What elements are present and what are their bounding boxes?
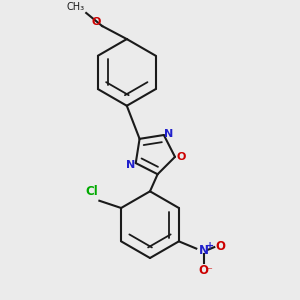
Text: N: N	[164, 129, 174, 139]
Text: +: +	[206, 241, 214, 251]
Text: O: O	[199, 264, 208, 278]
Text: N: N	[199, 244, 208, 256]
Text: CH₃: CH₃	[67, 2, 85, 12]
Text: ⁻: ⁻	[206, 266, 212, 276]
Text: Cl: Cl	[85, 185, 98, 198]
Text: O: O	[177, 152, 186, 162]
Text: O: O	[91, 17, 101, 28]
Text: N: N	[126, 160, 135, 170]
Text: O: O	[215, 240, 225, 253]
